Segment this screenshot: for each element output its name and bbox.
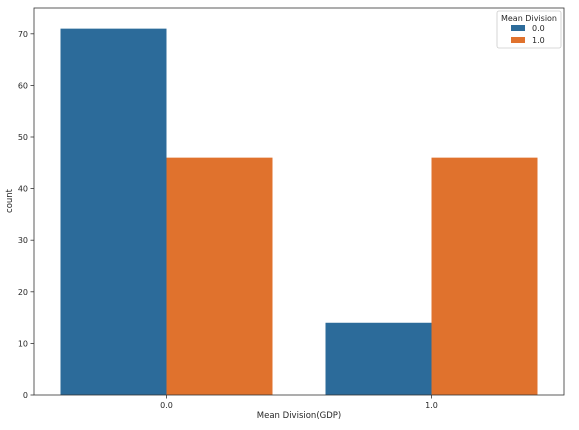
y-tick-label-3: 30 xyxy=(18,236,28,245)
legend-swatch-1-0 xyxy=(511,37,525,43)
bar-series-0-cat-1 xyxy=(325,322,432,395)
legend-label-1-0: 1.0 xyxy=(532,36,545,45)
legend-label-0-0: 0.0 xyxy=(532,24,545,33)
y-tick-label-5: 50 xyxy=(18,133,28,142)
bars-layer xyxy=(60,28,538,395)
plot-frame xyxy=(33,7,565,396)
y-tick-label-2: 20 xyxy=(18,288,28,297)
legend: Mean Division 0.0 1.0 xyxy=(496,10,562,49)
x-axis-label: Mean Division(GDP) xyxy=(257,411,341,421)
y-tick-label-1: 10 xyxy=(18,339,28,348)
y-tick-label-4: 40 xyxy=(18,185,28,194)
y-axis-label: count xyxy=(5,188,15,213)
x-tick-label-0: 0.0 xyxy=(160,401,173,410)
legend-swatch-0-0 xyxy=(511,25,525,31)
legend-title: Mean Division xyxy=(501,14,557,23)
bar-series-1-cat-0 xyxy=(166,157,273,395)
x-tick-label-1: 1.0 xyxy=(425,401,438,410)
bar-series-1-cat-1 xyxy=(431,157,538,395)
y-tick-label-0: 0 xyxy=(23,391,28,400)
axes-layer: 0 10 20 30 40 50 60 70 0.0 1.0 xyxy=(18,7,565,410)
y-tick-label-6: 60 xyxy=(18,81,28,90)
bar-series-0-cat-0 xyxy=(60,28,167,395)
y-tick-label-7: 70 xyxy=(18,30,28,39)
